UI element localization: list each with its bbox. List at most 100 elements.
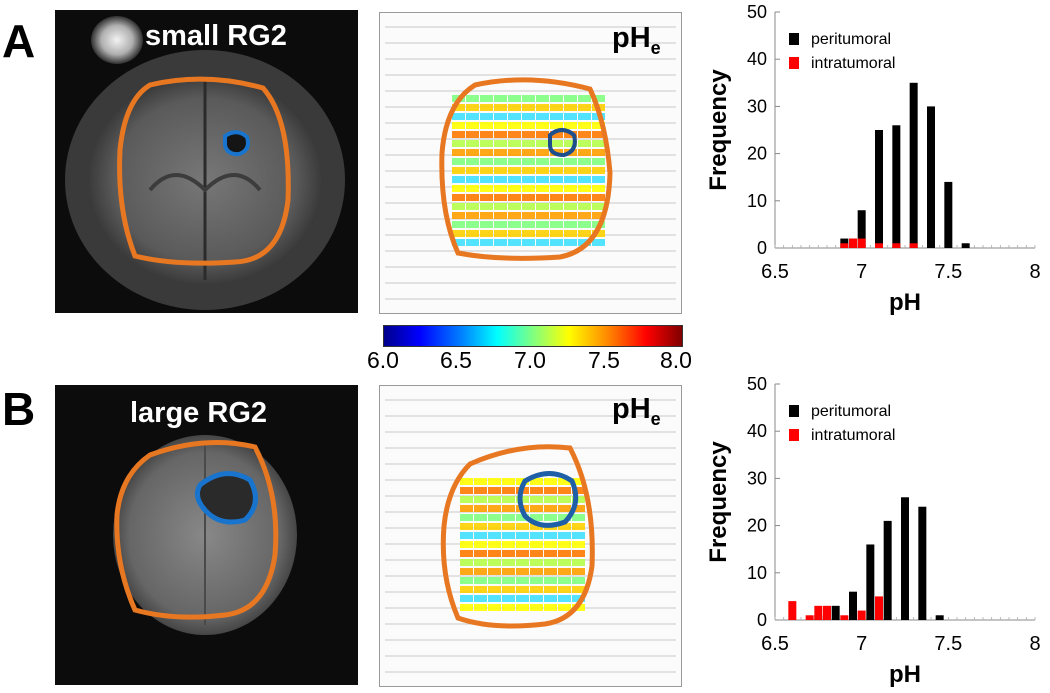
ph-colorbar xyxy=(383,325,683,347)
histogram-bar-peritumoral xyxy=(883,520,892,620)
y-axis-label: Frequency xyxy=(705,441,732,563)
ph-map-cell xyxy=(578,104,591,111)
ph-map-cell xyxy=(550,131,563,138)
histogram-bar-intratumoral xyxy=(814,605,823,620)
ph-map-cell xyxy=(522,113,535,120)
ph-map-cell xyxy=(544,568,557,575)
ph-map-cell xyxy=(572,541,585,548)
ph-map-cell xyxy=(488,496,501,503)
ph-map-cell xyxy=(474,487,487,494)
ph-map-cell xyxy=(536,158,549,165)
x-tick-label: 8 xyxy=(1029,633,1040,655)
mri-brain-graphic xyxy=(65,16,345,310)
x-tick-label: 7.5 xyxy=(934,261,962,283)
ph-map-cell xyxy=(550,113,563,120)
ph-map-cell xyxy=(488,541,501,548)
ph-map-cell xyxy=(494,212,507,219)
ph-map-cell xyxy=(488,604,501,611)
ph-map-cell xyxy=(536,230,549,237)
ph-map-cell xyxy=(452,113,465,120)
histogram-a: 0 10 20 30 40 50 6.5 7 7.5 8 pH Frequency peritumora… xyxy=(705,2,1041,316)
ph-map-cell xyxy=(460,541,473,548)
ph-map-cell xyxy=(536,140,549,147)
brain-outline xyxy=(440,444,595,629)
ph-map-cell xyxy=(522,221,535,228)
y-tick-label: 30 xyxy=(747,468,767,488)
ph-map-cell xyxy=(530,550,543,557)
ph-map-cell xyxy=(494,122,507,129)
ph-map-cell xyxy=(474,550,487,557)
ph-map-cell xyxy=(494,131,507,138)
y-tick-label: 20 xyxy=(747,144,767,164)
histogram-bar-intratumoral xyxy=(849,238,857,248)
histogram-bar-peritumoral xyxy=(961,243,970,248)
ph-map-cell xyxy=(452,212,465,219)
x-tick-label: 7.5 xyxy=(934,633,962,655)
ph-map-cell xyxy=(502,604,515,611)
ph-map-cell xyxy=(558,604,571,611)
x-tick-label: 8 xyxy=(1029,261,1040,283)
histogram-bar-peritumoral xyxy=(875,130,883,248)
ph-map-cell xyxy=(572,568,585,575)
ph-map-cell xyxy=(544,541,557,548)
ph-map-cell xyxy=(480,176,493,183)
ph-map-cell xyxy=(488,559,501,566)
y-tick-label: 0 xyxy=(757,610,767,630)
ph-map-cell xyxy=(592,95,605,102)
ph-map-cell xyxy=(558,505,571,512)
ph-map-cell xyxy=(572,595,585,602)
ph-map-cell xyxy=(474,604,487,611)
histogram-bar-intratumoral xyxy=(840,243,849,248)
ph-map-cell xyxy=(460,604,473,611)
ph-map-cell xyxy=(578,131,591,138)
ph-map-cell xyxy=(592,131,605,138)
ph-map-cell xyxy=(558,532,571,539)
ph-map-cell xyxy=(494,194,507,201)
ph-map-cell xyxy=(572,532,585,539)
ph-map-cell xyxy=(480,230,493,237)
ph-map-cell xyxy=(522,104,535,111)
ph-map-cell xyxy=(572,496,585,503)
histogram-bar-peritumoral xyxy=(935,615,944,620)
histogram-bar-intratumoral xyxy=(788,601,797,620)
ph-map-cell xyxy=(494,95,507,102)
ph-map-cell xyxy=(474,568,487,575)
ph-map-cell xyxy=(578,203,591,210)
ph-map-cell xyxy=(494,239,507,246)
ph-map-cell xyxy=(592,230,605,237)
ph-map-cell xyxy=(578,95,591,102)
ph-map-cell xyxy=(508,176,521,183)
ph-map-cell xyxy=(572,505,585,512)
legend-label-peritumoral: peritumoral xyxy=(811,31,891,48)
ph-map-cell xyxy=(536,212,549,219)
map-label-phe: pHe xyxy=(612,22,661,58)
y-tick-label: 50 xyxy=(747,2,767,22)
ph-map-cell xyxy=(480,212,493,219)
ph-map-cell xyxy=(474,586,487,593)
y-tick-label: 50 xyxy=(747,374,767,394)
mri-image-large-rg2 xyxy=(55,385,358,685)
ph-map-cell xyxy=(536,185,549,192)
histogram-bar-peritumoral xyxy=(866,544,875,620)
ph-map-cell xyxy=(578,194,591,201)
ph-map-cell xyxy=(536,95,549,102)
ph-map-cell xyxy=(460,514,473,521)
histogram-bar-peritumoral xyxy=(927,106,935,249)
ph-map-cell xyxy=(502,496,515,503)
ph-map-cell xyxy=(592,185,605,192)
ph-map-cell xyxy=(494,203,507,210)
ph-map-graphic xyxy=(385,399,676,673)
ph-map-cell xyxy=(466,95,479,102)
ph-map-cell xyxy=(564,176,577,183)
histogram-bar-peritumoral xyxy=(849,591,857,620)
ph-map-cell xyxy=(460,577,473,584)
ph-map-cell xyxy=(452,176,465,183)
ph-map-cell xyxy=(530,523,543,530)
x-tick-label: 7 xyxy=(856,261,867,283)
ph-map-cell xyxy=(494,167,507,174)
ph-map-cell xyxy=(558,595,571,602)
ph-map-cell xyxy=(592,176,605,183)
ph-map-cell xyxy=(508,158,521,165)
ph-map-cell xyxy=(544,505,557,512)
ph-map-cell xyxy=(564,239,577,246)
